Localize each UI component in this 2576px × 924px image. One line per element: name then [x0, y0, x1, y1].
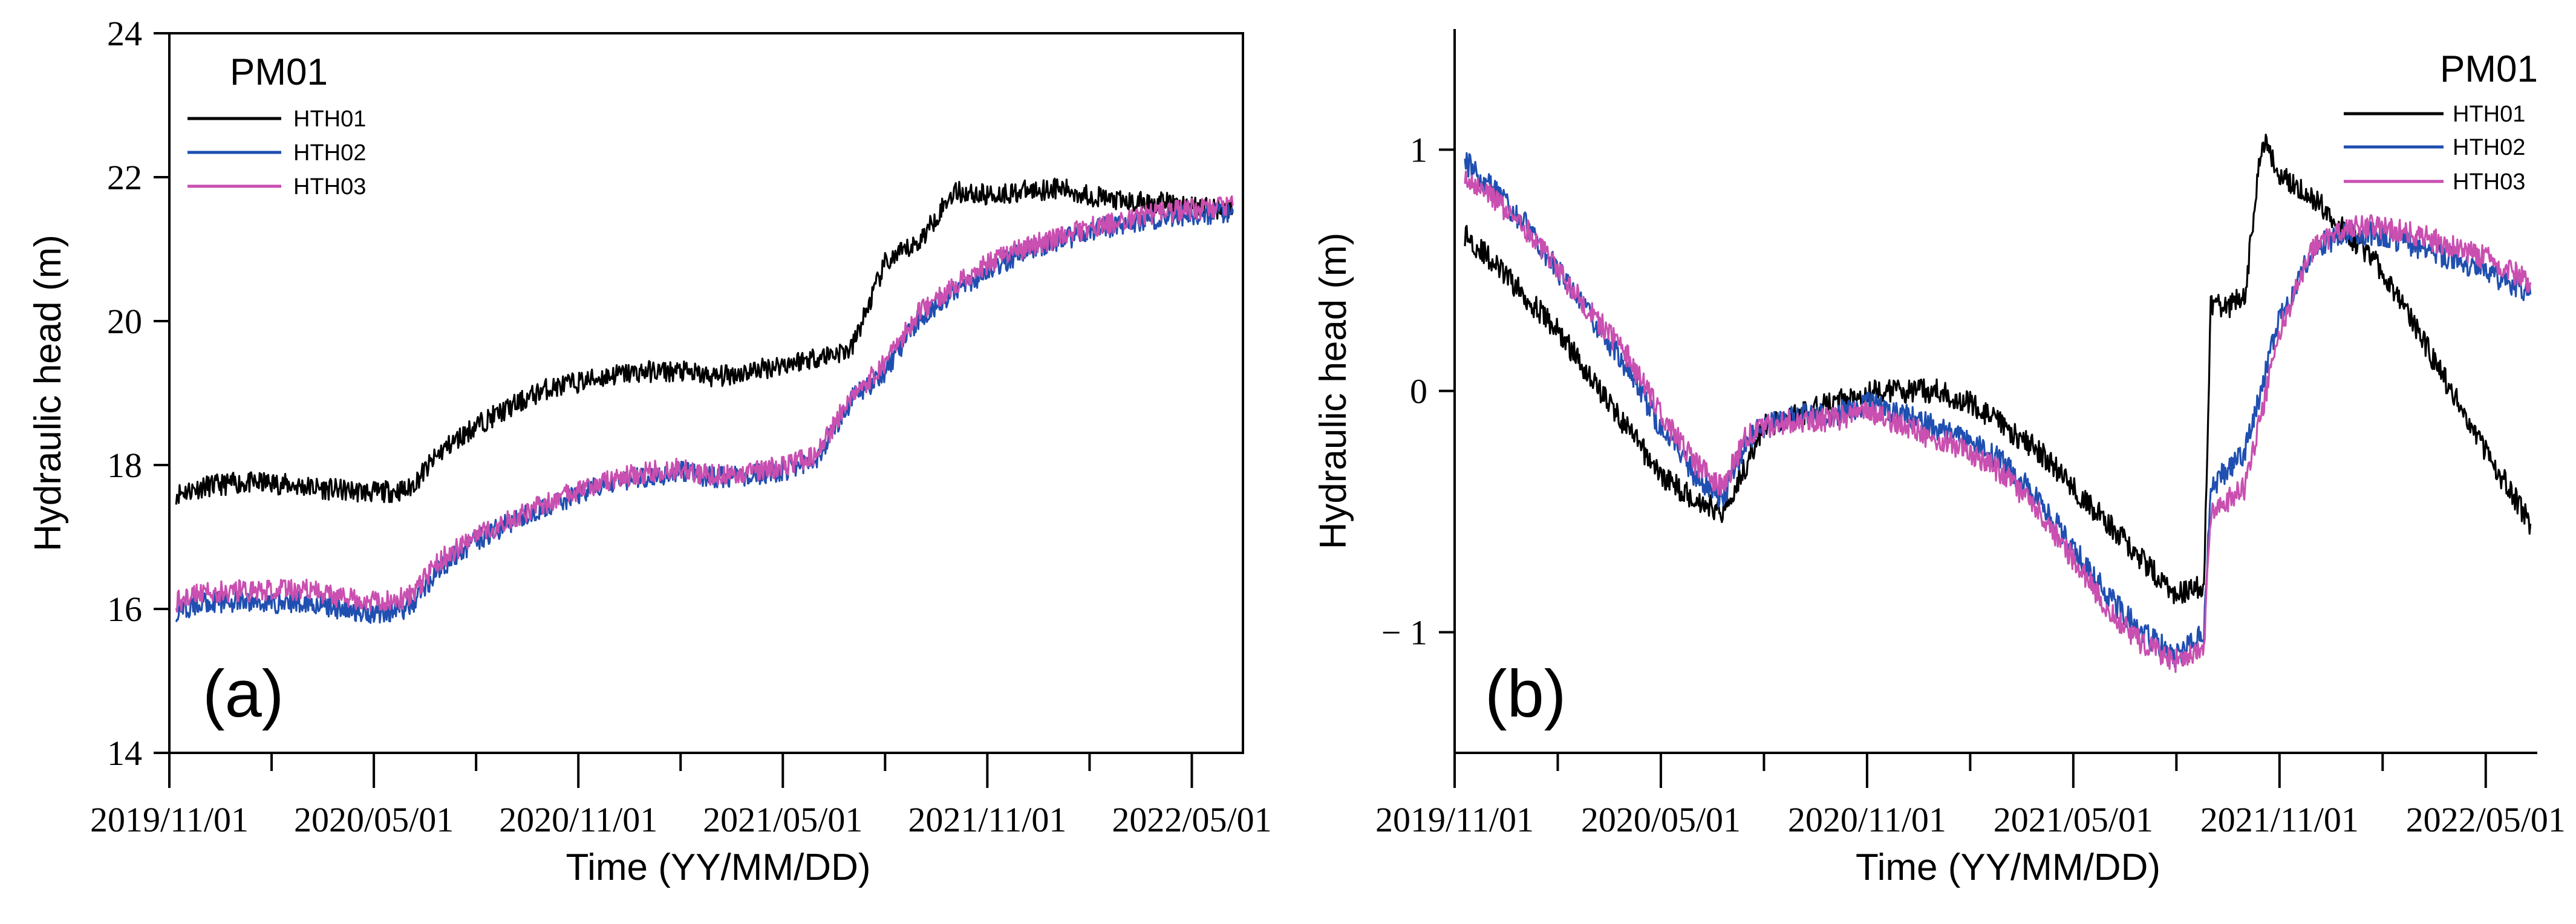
x-tick-label: 2021/05/01 [703, 800, 862, 839]
x-tick-label: 2021/11/01 [908, 800, 1066, 839]
legend-title: PM01 [230, 51, 328, 93]
x-tick-label: 2019/11/01 [1375, 800, 1534, 839]
y-tick-label: 0 [1410, 372, 1427, 411]
y-tick-label: 16 [107, 590, 142, 629]
legend-label: HTH03 [2453, 169, 2525, 195]
y-tick-label: 1 [1410, 131, 1427, 170]
series-line-hth02 [175, 203, 1234, 624]
x-tick-label: 2021/05/01 [1994, 800, 2153, 839]
legend: PM01 HTH01 HTH02 HTH03 [187, 51, 366, 200]
x-tick-label: 2019/11/01 [90, 800, 249, 839]
x-tick-label: 2020/11/01 [499, 800, 657, 839]
x-tick-label: 2021/11/01 [2200, 800, 2359, 839]
panel-label: (b) [1485, 657, 1566, 731]
y-axis-title: Hydraulic head (m) [1312, 233, 1354, 550]
series-line-hth03 [1464, 171, 2532, 673]
legend-label: HTH03 [293, 174, 366, 200]
panel-label: (a) [203, 657, 284, 731]
y-axis-title: Hydraulic head (m) [27, 235, 69, 551]
x-axis-title: Time (YY/MM/DD) [566, 847, 871, 888]
y-tick-label: 22 [107, 158, 142, 197]
series-line-hth01 [175, 177, 1234, 505]
plot-frame [168, 32, 1244, 754]
series-line-hth03 [175, 195, 1234, 613]
legend-label: HTH02 [2453, 135, 2525, 160]
y-tick-label: − 1 [1381, 613, 1427, 652]
chart-panel-b: 1 0 − 1 2019/11/01 2020/05/01 2020/11/01 2021/… [1312, 29, 2566, 888]
x-axis-title: Time (YY/MM/DD) [1856, 847, 2160, 888]
legend-label: HTH02 [293, 140, 366, 166]
y-tick-label: 24 [107, 14, 142, 53]
x-tick-label: 2020/11/01 [1788, 800, 1946, 839]
chart-panel-a: 14 16 18 20 22 24 2019/11/01 2020/05/01 2020/11/… [27, 14, 1272, 888]
series-line-hth01 [1464, 134, 2532, 605]
y-tick-label: 20 [107, 302, 142, 341]
x-tick-label: 2020/05/01 [1581, 800, 1741, 839]
x-tick-label: 2022/05/01 [2406, 800, 2566, 839]
legend-title: PM01 [2440, 48, 2538, 90]
legend: PM01 HTH01 HTH02 HTH03 [2344, 48, 2538, 195]
legend-label: HTH01 [293, 106, 366, 132]
x-tick-label: 2020/05/01 [294, 800, 454, 839]
series-line-hth02 [1464, 152, 2532, 668]
y-tick-label: 18 [107, 446, 142, 485]
x-tick-label: 2022/05/01 [1112, 800, 1271, 839]
legend-label: HTH01 [2453, 102, 2525, 127]
y-tick-label: 14 [107, 734, 142, 773]
